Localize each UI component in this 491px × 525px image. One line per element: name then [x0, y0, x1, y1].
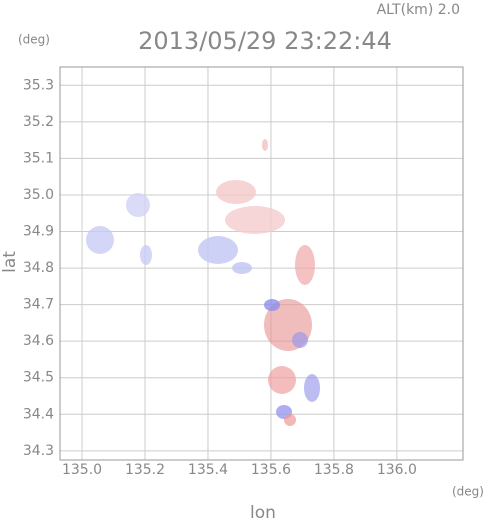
- echo-patch: [268, 366, 296, 394]
- y-tick-label: 34.6: [23, 333, 54, 349]
- echo-patch: [232, 262, 252, 274]
- echo-patch: [216, 180, 256, 204]
- y-tick-label: 35.2: [23, 114, 54, 130]
- echo-patch: [225, 206, 285, 234]
- echo-patch: [126, 193, 150, 217]
- echo-patch: [304, 374, 320, 402]
- y-tick-label: 35.1: [23, 150, 54, 166]
- y-tick-label: 34.9: [23, 224, 54, 240]
- echo-patch: [86, 226, 114, 254]
- x-tick-label: 135.6: [251, 462, 291, 478]
- x-tick-label: 135.4: [188, 462, 228, 478]
- y-unit: (deg): [18, 33, 50, 47]
- echo-patch: [140, 245, 152, 265]
- echo-patch: [284, 414, 296, 426]
- y-tick-label: 35.3: [23, 77, 54, 93]
- echo-patch: [295, 245, 315, 285]
- x-tick-label: 135.2: [125, 462, 165, 478]
- x-tick-label: 135.8: [314, 462, 354, 478]
- y-tick-label: 34.7: [23, 297, 54, 313]
- y-label: lat: [0, 251, 20, 273]
- echo-patch: [198, 236, 238, 264]
- echo-patches: [86, 139, 320, 426]
- echo-patch: [292, 332, 308, 348]
- x-tick-label: 136.0: [377, 462, 417, 478]
- y-tick-label: 35.0: [23, 187, 54, 203]
- y-tick-label: 34.3: [23, 443, 54, 459]
- x-tick-label: 135.0: [62, 462, 102, 478]
- plot-frame: [59, 66, 464, 461]
- y-tick-label: 34.8: [23, 260, 54, 276]
- x-label: lon: [250, 503, 276, 521]
- y-tick-label: 34.4: [23, 406, 54, 422]
- annotation: ALT(km) 2.0: [377, 2, 460, 18]
- chart-title: 2013/05/29 23:22:44: [138, 27, 392, 55]
- echo-patch: [264, 299, 280, 311]
- x-unit: (deg): [452, 485, 484, 499]
- y-tick-label: 34.5: [23, 370, 54, 386]
- echo-patch: [262, 139, 268, 151]
